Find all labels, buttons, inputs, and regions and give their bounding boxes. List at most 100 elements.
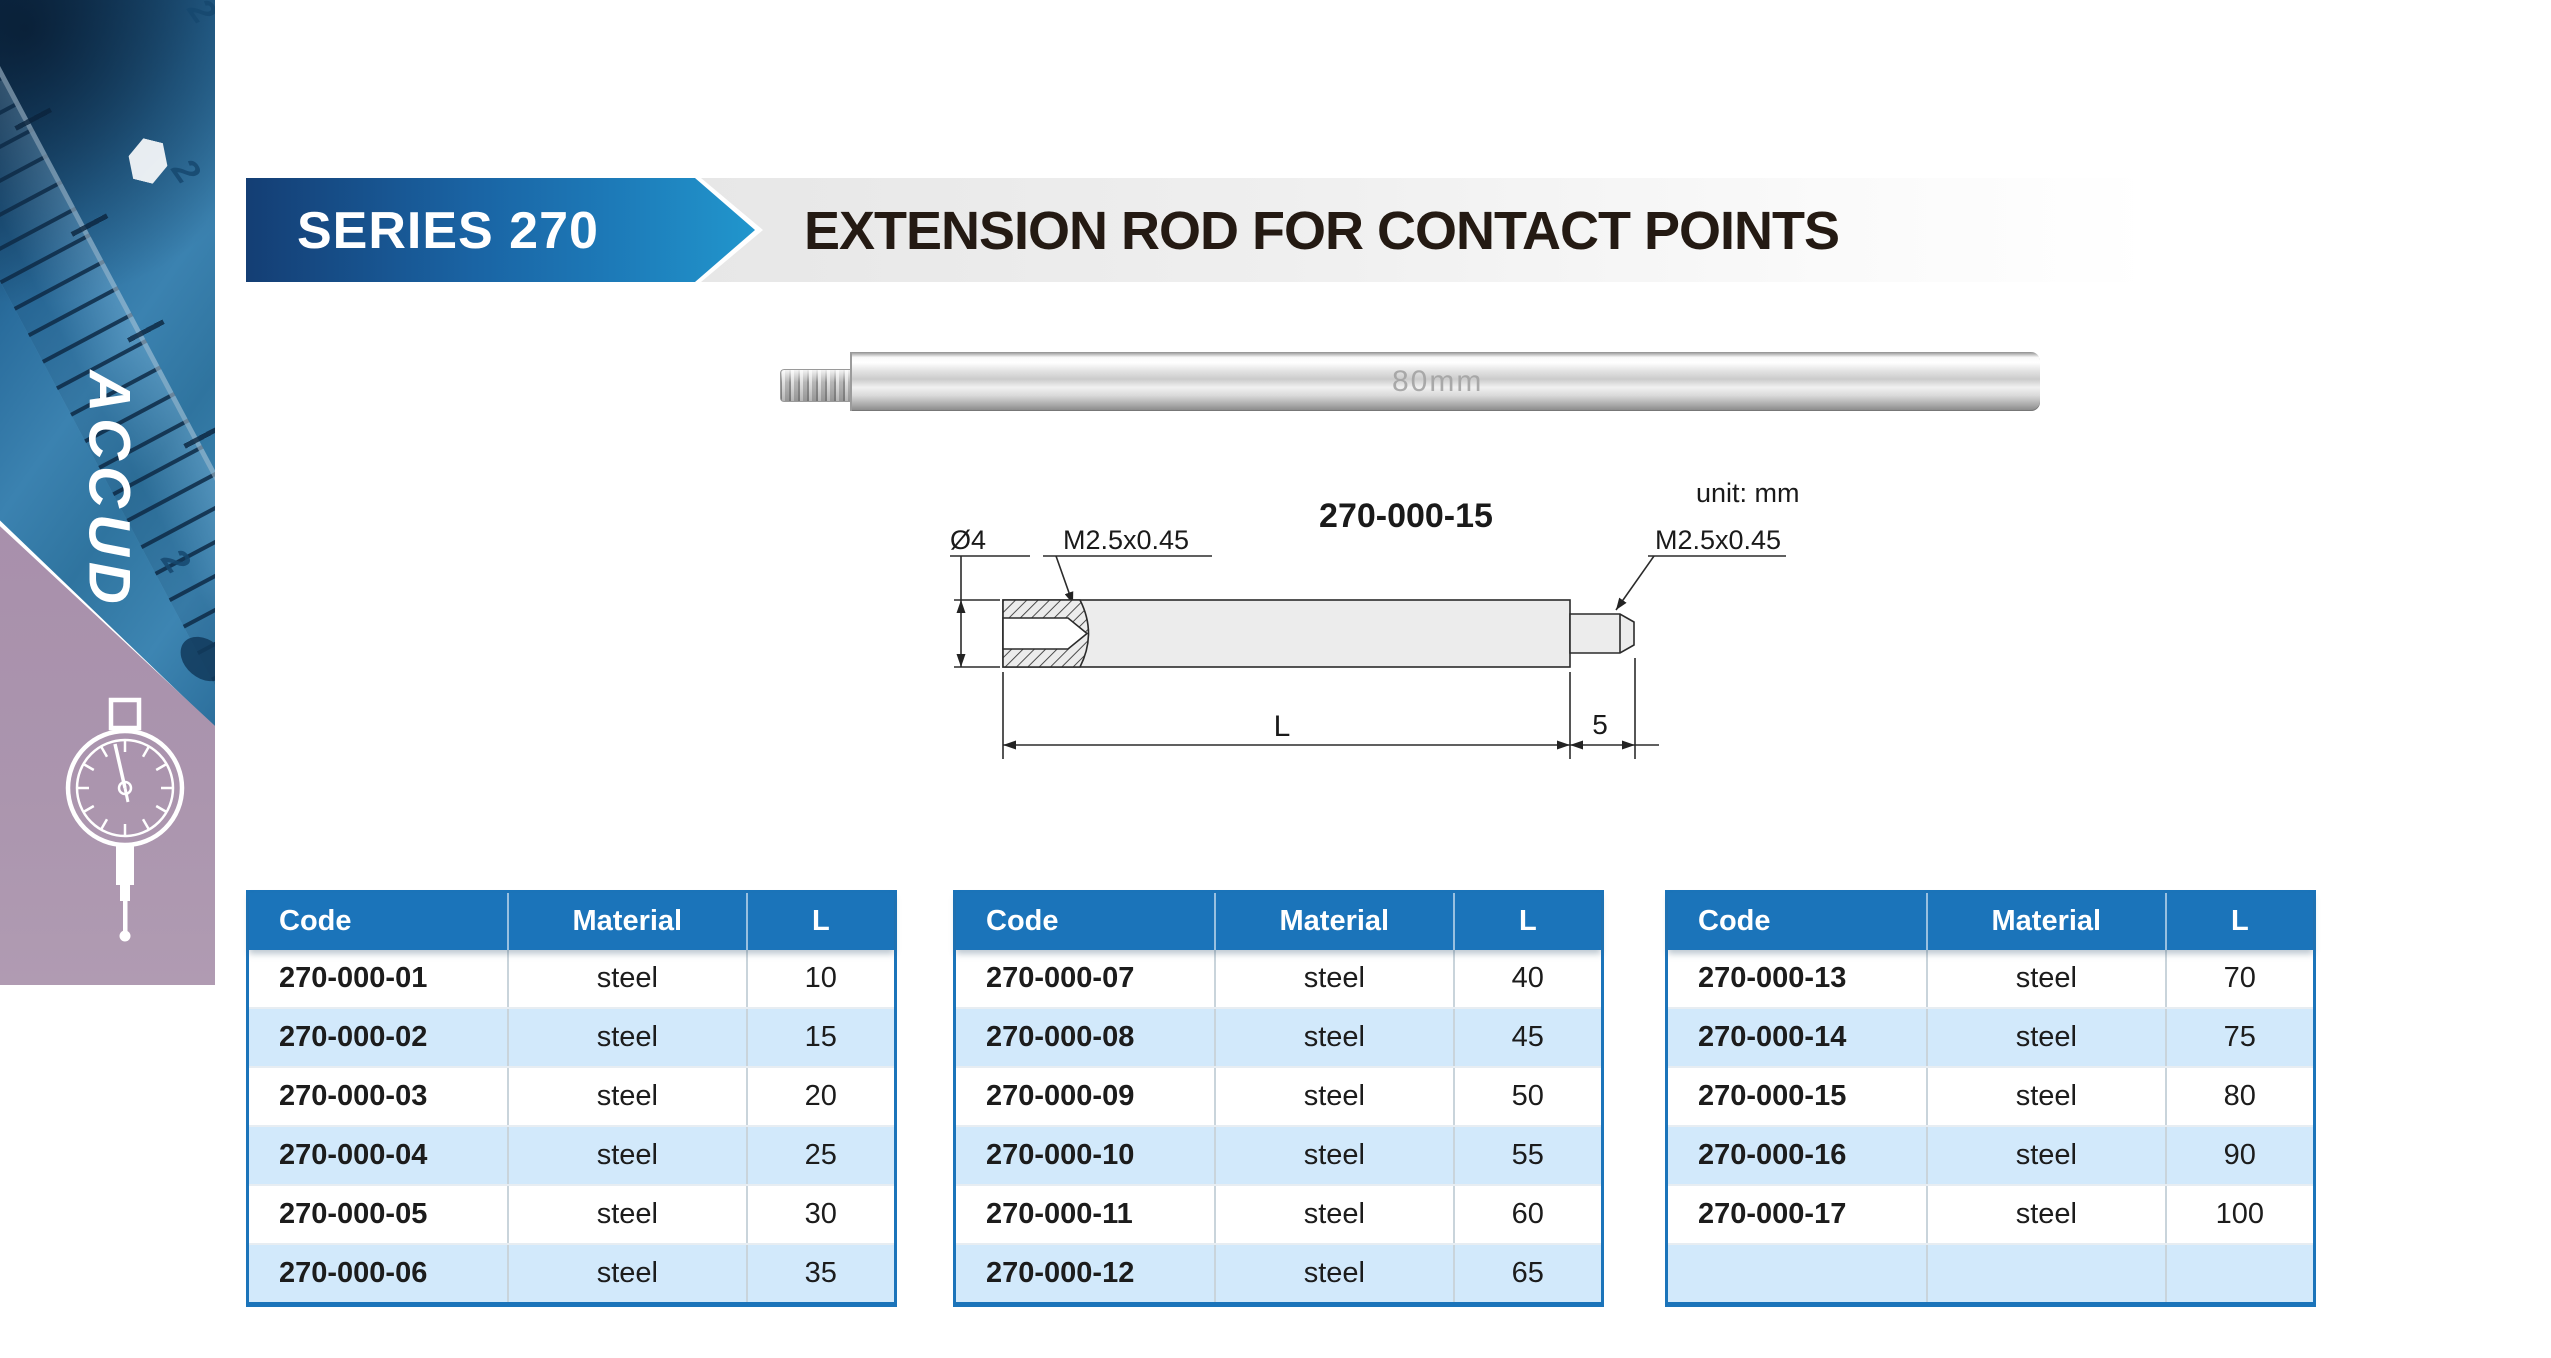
dim-thread-right-label: M2.5x0.45: [1655, 525, 1781, 555]
table-row: 270-000-06 steel 35: [249, 1243, 894, 1302]
table-row: 270-000-11 steel 60: [956, 1184, 1601, 1243]
table-row: 270-000-15 steel 80: [1668, 1066, 2313, 1125]
table-header-row: Code Material L: [956, 893, 1601, 950]
table-cell: 270-000-15: [1698, 1080, 1847, 1112]
table-cell: steel: [1214, 1186, 1453, 1243]
table-cell: steel: [507, 1186, 746, 1243]
table-cell: 270-000-02: [279, 1021, 428, 1053]
table-cell: steel: [1214, 1245, 1453, 1302]
table-cell: steel: [507, 1127, 746, 1184]
table-cell: 270-000-17: [1698, 1198, 1847, 1230]
rod-engraving: 80mm: [1392, 365, 1484, 398]
table-cell: steel: [507, 1245, 746, 1302]
table-cell: 70: [2164, 950, 2313, 1007]
table-cell: 40: [1452, 950, 1601, 1007]
table-cell: 15: [745, 1009, 894, 1066]
column-header: Code: [279, 905, 352, 937]
table-cell: 270-000-16: [1698, 1139, 1847, 1171]
series-label: SERIES 270: [297, 202, 599, 260]
dial-indicator-icon: [65, 697, 185, 942]
table-cell: 55: [1452, 1127, 1601, 1184]
dim-diameter-label: Ø4: [950, 525, 986, 555]
table-cell: 270-000-03: [279, 1080, 428, 1112]
column-header: Material: [1926, 893, 2165, 950]
table-cell: 90: [2164, 1127, 2313, 1184]
table-cell: 270-000-06: [279, 1257, 428, 1289]
ruler-digit: 2: [163, 150, 209, 191]
table-cell: 270-000-08: [986, 1021, 1135, 1053]
column-header: L: [745, 893, 894, 950]
table-row: 270-000-05 steel 30: [249, 1184, 894, 1243]
column-header: L: [2164, 893, 2313, 950]
drawing-model-label: 270-000-15: [1319, 497, 1493, 535]
table-cell: 60: [1452, 1186, 1601, 1243]
table-cell: [2164, 1245, 2313, 1302]
table-cell: steel: [1926, 1068, 2165, 1125]
table-cell: [1926, 1245, 2165, 1302]
table-header-row: Code Material L: [1668, 893, 2313, 950]
table-row: 270-000-17 steel 100: [1668, 1184, 2313, 1243]
spec-table-2: Code Material L 270-000-07 steel 40 270-000-08…: [953, 890, 1604, 1307]
table-row: 270-000-12 steel 65: [956, 1243, 1601, 1302]
table-cell: steel: [1214, 1068, 1453, 1125]
table-cell: 270-000-04: [279, 1139, 428, 1171]
table-row: 270-000-03 steel 20: [249, 1066, 894, 1125]
table-row: 270-000-07 steel 40: [956, 950, 1601, 1007]
table-cell: 270-000-05: [279, 1198, 428, 1230]
table-cell: 270-000-12: [986, 1257, 1135, 1289]
table-cell: steel: [1214, 950, 1453, 1007]
title-band: [701, 178, 2152, 282]
sidebar: 2 2 2 ACCUD: [0, 0, 215, 985]
table-cell: steel: [1926, 1186, 2165, 1243]
table-cell: 100: [2164, 1186, 2313, 1243]
dim-tip-label: 5: [1592, 709, 1608, 740]
table-cell: 20: [745, 1068, 894, 1125]
dim-length-label: L: [1274, 710, 1291, 743]
table-cell: 270-000-14: [1698, 1021, 1847, 1053]
column-header: Code: [986, 905, 1059, 937]
table-row: [1668, 1243, 2313, 1302]
table-row: 270-000-16 steel 90: [1668, 1125, 2313, 1184]
table-cell: 35: [745, 1245, 894, 1302]
table-cell: 270-000-11: [986, 1198, 1133, 1230]
column-header: L: [1452, 893, 1601, 950]
spec-table-1: Code Material L 270-000-01 steel 10 270-000-02…: [246, 890, 897, 1307]
table-cell: 30: [745, 1186, 894, 1243]
table-cell: steel: [1926, 1009, 2165, 1066]
table-cell: steel: [507, 950, 746, 1007]
table-row: 270-000-13 steel 70: [1668, 950, 2313, 1007]
series-arrow-banner: SERIES 270: [246, 178, 755, 282]
column-header: Material: [507, 893, 746, 950]
photo-threaded-tip: [780, 369, 851, 402]
drawing-geometry: [950, 555, 1786, 759]
table-cell: steel: [1214, 1127, 1453, 1184]
table-row: 270-000-14 steel 75: [1668, 1007, 2313, 1066]
table-cell: steel: [1926, 950, 2165, 1007]
table-cell: 80: [2164, 1068, 2313, 1125]
column-header: Code: [1698, 905, 1771, 937]
table-cell: 75: [2164, 1009, 2313, 1066]
table-cell: [1668, 1245, 1926, 1302]
table-cell: 45: [1452, 1009, 1601, 1066]
table-cell: 65: [1452, 1245, 1601, 1302]
technical-drawing: 270-000-15 unit: mm Ø4 M2.5x0.45 M2.5x0.…: [950, 478, 1800, 759]
brand-logo-vertical: ACCUD: [76, 370, 142, 610]
table-row: 270-000-04 steel 25: [249, 1125, 894, 1184]
table-row: 270-000-08 steel 45: [956, 1007, 1601, 1066]
drawing-unit-label: unit: mm: [1696, 478, 1800, 508]
photo-rod-body: [850, 352, 2040, 411]
table-cell: 270-000-07: [986, 962, 1135, 994]
table-cell: steel: [507, 1009, 746, 1066]
table-cell: steel: [1926, 1127, 2165, 1184]
table-row: 270-000-09 steel 50: [956, 1066, 1601, 1125]
table-row: 270-000-01 steel 10: [249, 950, 894, 1007]
table-cell: steel: [1214, 1009, 1453, 1066]
spec-table-3: Code Material L 270-000-13 steel 70 270-000-14…: [1665, 890, 2316, 1307]
page-title: EXTENSION ROD FOR CONTACT POINTS: [804, 201, 1840, 261]
table-cell: 25: [745, 1127, 894, 1184]
table-cell: steel: [507, 1068, 746, 1125]
table-row: 270-000-02 steel 15: [249, 1007, 894, 1066]
table-cell: 270-000-13: [1698, 962, 1847, 994]
table-cell: 10: [745, 950, 894, 1007]
product-photo: 80mm: [780, 350, 2040, 412]
